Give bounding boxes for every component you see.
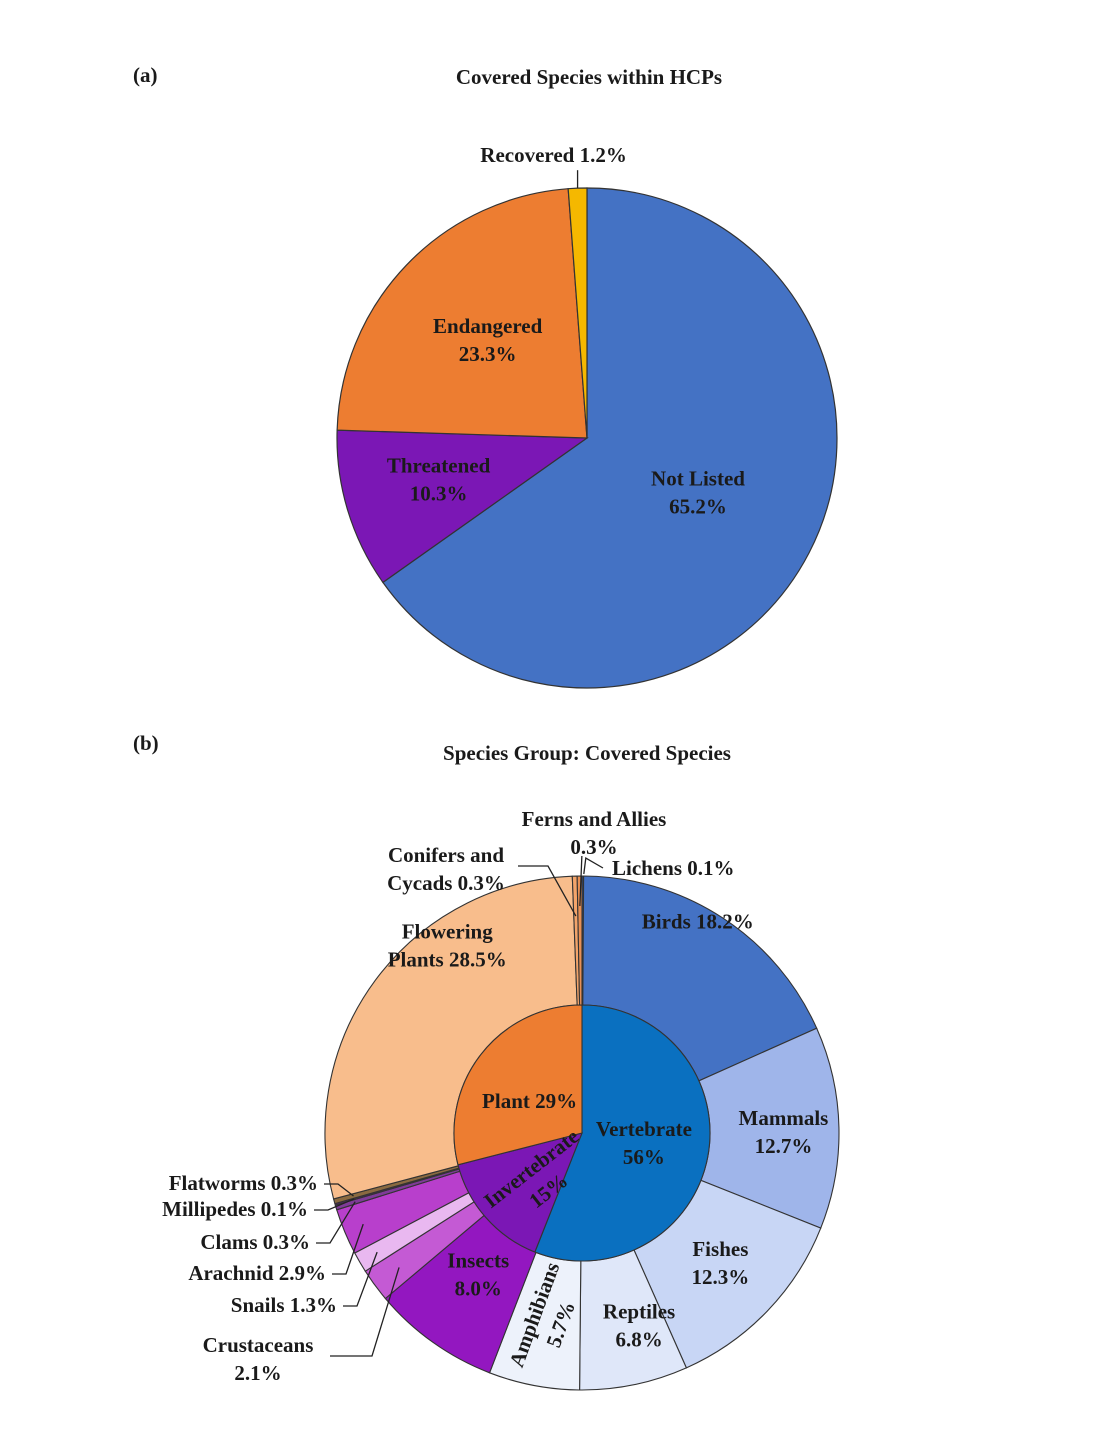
label-snails: Snails 1.3% [231,1293,337,1317]
panel-b-marker: (b) [133,731,159,755]
label-ferns-and-allies: Ferns and Allies 0.3% [522,807,667,859]
leader-snails [343,1251,378,1307]
leader-ferns-and-allies [579,855,583,907]
label-insects: Insects 8.0% [447,1249,509,1301]
slice-threatened [336,429,589,584]
leader-flatworms [324,1183,354,1197]
label-inner-vertebrate: Vertebrate 56% [596,1117,692,1169]
label-endangered: Endangered 23.3% [433,314,543,366]
label-threatened: Threatened 10.3% [387,454,491,506]
donut-b: Vertebrate 56%Invertebrate15%Plant 29%Bir… [162,807,840,1391]
label-not-listed: Not Listed 65.2% [651,466,745,518]
slice-not-listed [382,187,838,689]
label-mammals: Mammals 12.7% [739,1106,829,1158]
leader-arachnid [332,1223,364,1275]
pie-a: Not Listed 65.2% Threatened 10.3% Endangered… [336,143,838,689]
label-millipedes: Millipedes 0.1% [162,1197,308,1221]
inner-slice-vertebrate [534,1004,711,1262]
label-conifers-and-cycads: Conifers and Cycads 0.3% [387,843,505,895]
leader-clams [316,1201,356,1244]
slice-endangered [336,188,588,439]
label-recovered: Recovered 1.2% [480,143,627,167]
leader-conifers-and-cycads [518,865,577,917]
leader-crustaceans [330,1267,400,1357]
inner-slice-invertebrate [457,1132,583,1253]
leader-millipedes [314,1198,355,1211]
label-arachnid: Arachnid 2.9% [188,1261,326,1285]
leader-lichens [583,856,604,875]
inner-slice-plant [453,1004,583,1166]
label-flowering-plants: Flowering Plants 28.5% [388,920,507,972]
label-lichens: Lichens 0.1% [612,856,735,880]
label-flatworms: Flatworms 0.3% [169,1171,318,1195]
chart-a-title: Covered Species within HCPs [456,65,722,89]
label-clams: Clams 0.3% [200,1230,310,1254]
label-birds: Birds 18.2% [642,909,754,933]
chart-b-title: Species Group: Covered Species [443,741,731,765]
label-reptiles: Reptiles 6.8% [603,1299,675,1351]
label-fishes: Fishes 12.3% [691,1237,749,1289]
label-inner-plant: Plant 29% [482,1089,577,1113]
label-crustaceans: Crustaceans 2.1% [203,1333,314,1385]
panel-a-marker: (a) [133,63,158,87]
